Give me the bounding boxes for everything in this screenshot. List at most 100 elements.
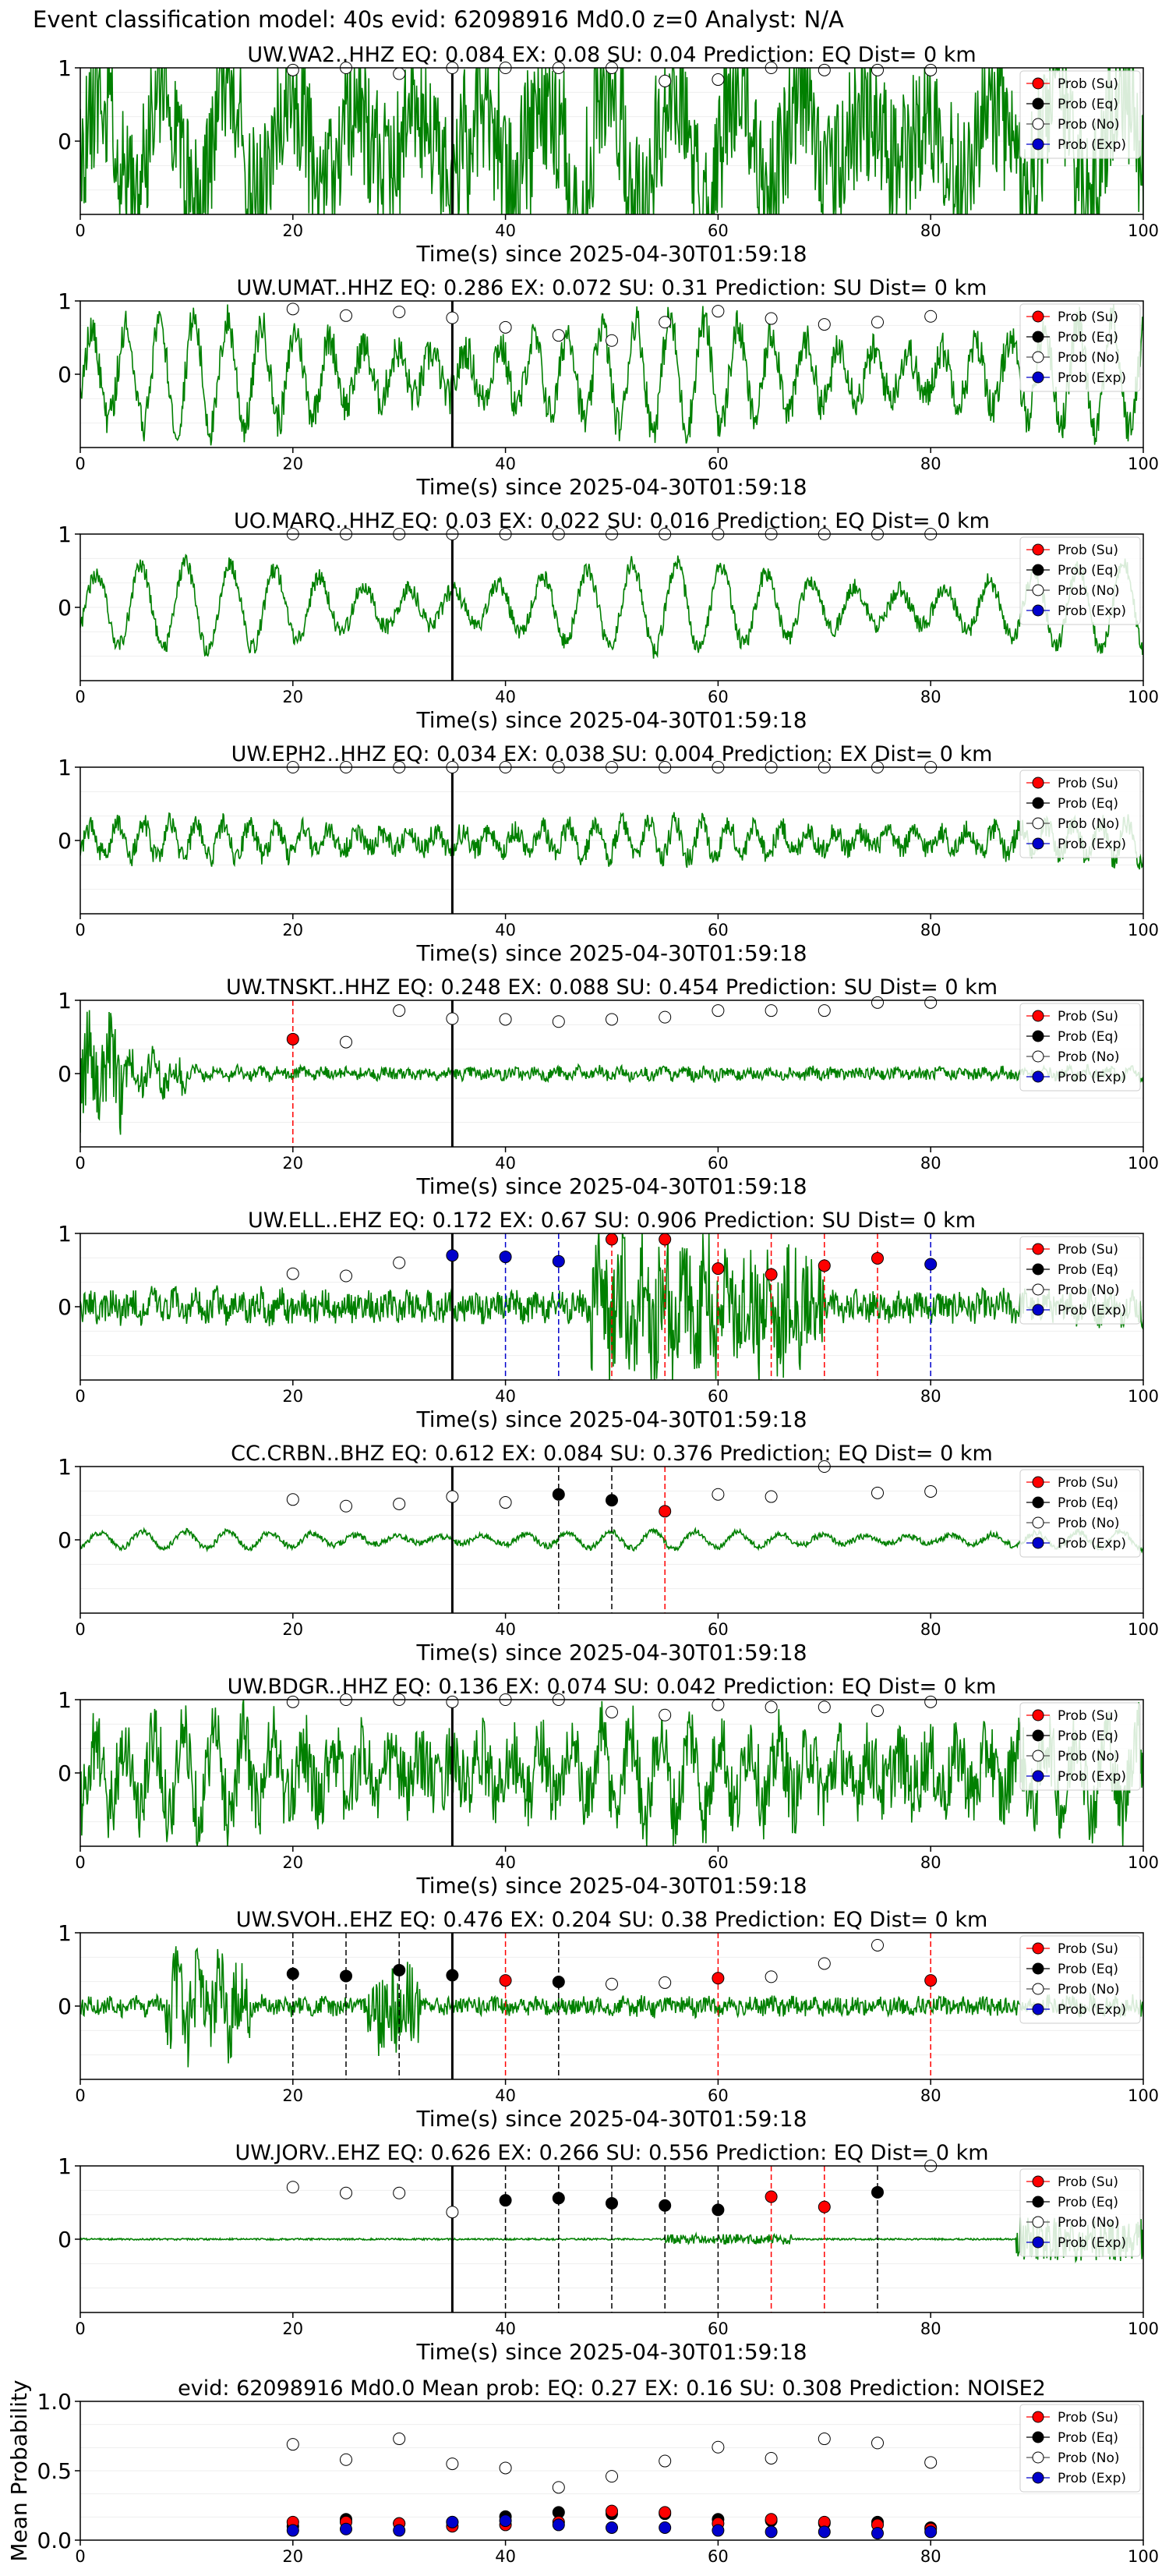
subplot-8: UW.BDGR..HHZ EQ: 0.136 EX: 0.074 SU: 0.0… (58, 1675, 1159, 1898)
x-axis-label: Time(s) since 2025-04-30T01:59:18 (415, 707, 807, 733)
prob-point-no (765, 1004, 778, 1017)
prob-point-su (765, 2190, 778, 2203)
legend-marker-exp (1032, 2472, 1044, 2484)
legend-marker-exp (1032, 1070, 1044, 1083)
legend-box (1019, 770, 1141, 858)
prob-point-eq (499, 2194, 512, 2207)
prob-point-eq (393, 1963, 406, 1976)
legend-marker-eq (1032, 1263, 1044, 1276)
prob-point-no (659, 316, 672, 329)
prob-point-no (712, 305, 725, 318)
y-tick-label: 0 (58, 1760, 72, 1786)
prob-point-no (871, 1486, 884, 1499)
x-tick-label: 100 (1128, 221, 1159, 240)
x-tick-label: 20 (282, 221, 303, 240)
legend-label: Prob (No) (1058, 2450, 1120, 2466)
legend-label: Prob (Exp) (1058, 2002, 1126, 2018)
legend-marker-no (1032, 351, 1044, 363)
legend-marker-no (1032, 2216, 1044, 2228)
x-tick-label: 20 (282, 1387, 303, 1406)
prob-point-exp (552, 1254, 565, 1268)
mean-prob-point-exp (924, 2525, 938, 2539)
legend-marker-su (1032, 543, 1044, 556)
prob-point-no (659, 1976, 672, 1989)
legend-label: Prob (No) (1058, 2215, 1120, 2231)
x-tick-label: 40 (495, 921, 516, 939)
legend-label: Prob (Su) (1058, 76, 1118, 92)
legend-box (1019, 536, 1141, 625)
prob-point-eq (712, 2203, 725, 2217)
prob-point-su (606, 1233, 618, 1246)
x-axis-label: Time(s) since 2025-04-30T01:59:18 (415, 2339, 807, 2365)
y-tick-label: 0 (58, 1061, 72, 1087)
legend-label: Prob (Exp) (1058, 137, 1126, 153)
legend-label: Prob (Eq) (1058, 97, 1118, 112)
legend-label: Prob (No) (1058, 350, 1120, 366)
x-tick-label: 0 (75, 1853, 85, 1872)
mean-prob-point-no (340, 2453, 352, 2466)
legend-box (1019, 2168, 1141, 2257)
waveform-trace (80, 1700, 1143, 1846)
prob-point-no (393, 1004, 406, 1017)
prob-point-no (446, 1012, 459, 1025)
prob-point-no (286, 1493, 299, 1506)
x-tick-label: 60 (708, 1387, 729, 1406)
y-tick-label: 1 (58, 2153, 72, 2179)
y-tick-label: 1 (58, 755, 72, 780)
x-tick-label: 0 (75, 2547, 85, 2566)
legend-label: Prob (Eq) (1058, 1495, 1118, 1511)
legend-marker-su (1032, 77, 1044, 90)
prob-point-no (446, 2206, 459, 2219)
legend-box (1019, 1935, 1141, 2024)
legend-box (1019, 1003, 1141, 1092)
subplot-title: CC.CRBN..BHZ EQ: 0.612 EX: 0.084 SU: 0.3… (231, 1442, 993, 1466)
mean-prob-point-no (446, 2457, 459, 2471)
legend-marker-no (1032, 2451, 1044, 2464)
legend: Prob (Su) Prob (Eq) Prob (No) Prob (Exp) (1019, 1469, 1141, 1558)
legend-label: Prob (Exp) (1058, 1303, 1126, 1318)
prob-point-su (765, 1268, 778, 1281)
prob-point-no (446, 1490, 459, 1503)
legend: Prob (Su) Prob (Eq) Prob (No) Prob (Exp) (1019, 70, 1141, 159)
legend-label: Prob (Exp) (1058, 1769, 1126, 1785)
legend-marker-exp (1032, 371, 1044, 384)
prob-point-no (924, 996, 938, 1009)
prob-point-su (659, 1505, 672, 1518)
x-tick-label: 60 (708, 1853, 729, 1872)
y-tick-label: 1 (58, 55, 72, 81)
waveform-trace (80, 303, 1143, 446)
y-tick-label: 0 (58, 129, 72, 154)
prob-point-no (712, 1698, 725, 1711)
y-tick-label: 1 (58, 1221, 72, 1247)
figure-title: Event classification model: 40s evid: 62… (33, 6, 844, 33)
prob-point-exp (499, 1251, 512, 1264)
mean-prob-point-no (871, 2436, 884, 2450)
prob-point-no (765, 1700, 778, 1714)
x-tick-label: 80 (920, 221, 941, 240)
y-tick-label: 0.0 (37, 2528, 72, 2553)
x-axis-label: Time(s) since 2025-04-30T01:59:18 (415, 1407, 807, 1432)
prob-point-su (818, 1259, 831, 1272)
legend-label: Prob (Su) (1058, 2174, 1118, 2190)
legend-marker-su (1032, 2175, 1044, 2188)
x-tick-label: 60 (708, 2547, 729, 2566)
x-tick-label: 40 (495, 1853, 516, 1872)
prob-point-no (606, 1977, 618, 1990)
x-tick-label: 0 (75, 2086, 85, 2105)
legend-box (1019, 1702, 1141, 1791)
subplot-2: UW.UMAT..HHZ EQ: 0.286 EX: 0.072 SU: 0.3… (58, 276, 1159, 500)
y-tick-label: 1.0 (37, 2389, 72, 2415)
prob-point-no (499, 1013, 512, 1026)
legend-marker-eq (1032, 1496, 1044, 1509)
y-tick-label: 0 (58, 362, 72, 387)
prob-point-no (552, 1015, 565, 1028)
prob-point-no (393, 306, 406, 319)
prob-point-no (765, 1970, 778, 1983)
legend-label: Prob (Su) (1058, 543, 1118, 558)
prob-point-no (659, 1708, 672, 1721)
legend-label: Prob (Eq) (1058, 1962, 1118, 1977)
x-axis-label: Time(s) since 2025-04-30T01:59:18 (415, 1873, 807, 1898)
x-tick-label: 60 (708, 221, 729, 240)
legend-label: Prob (Eq) (1058, 330, 1118, 345)
